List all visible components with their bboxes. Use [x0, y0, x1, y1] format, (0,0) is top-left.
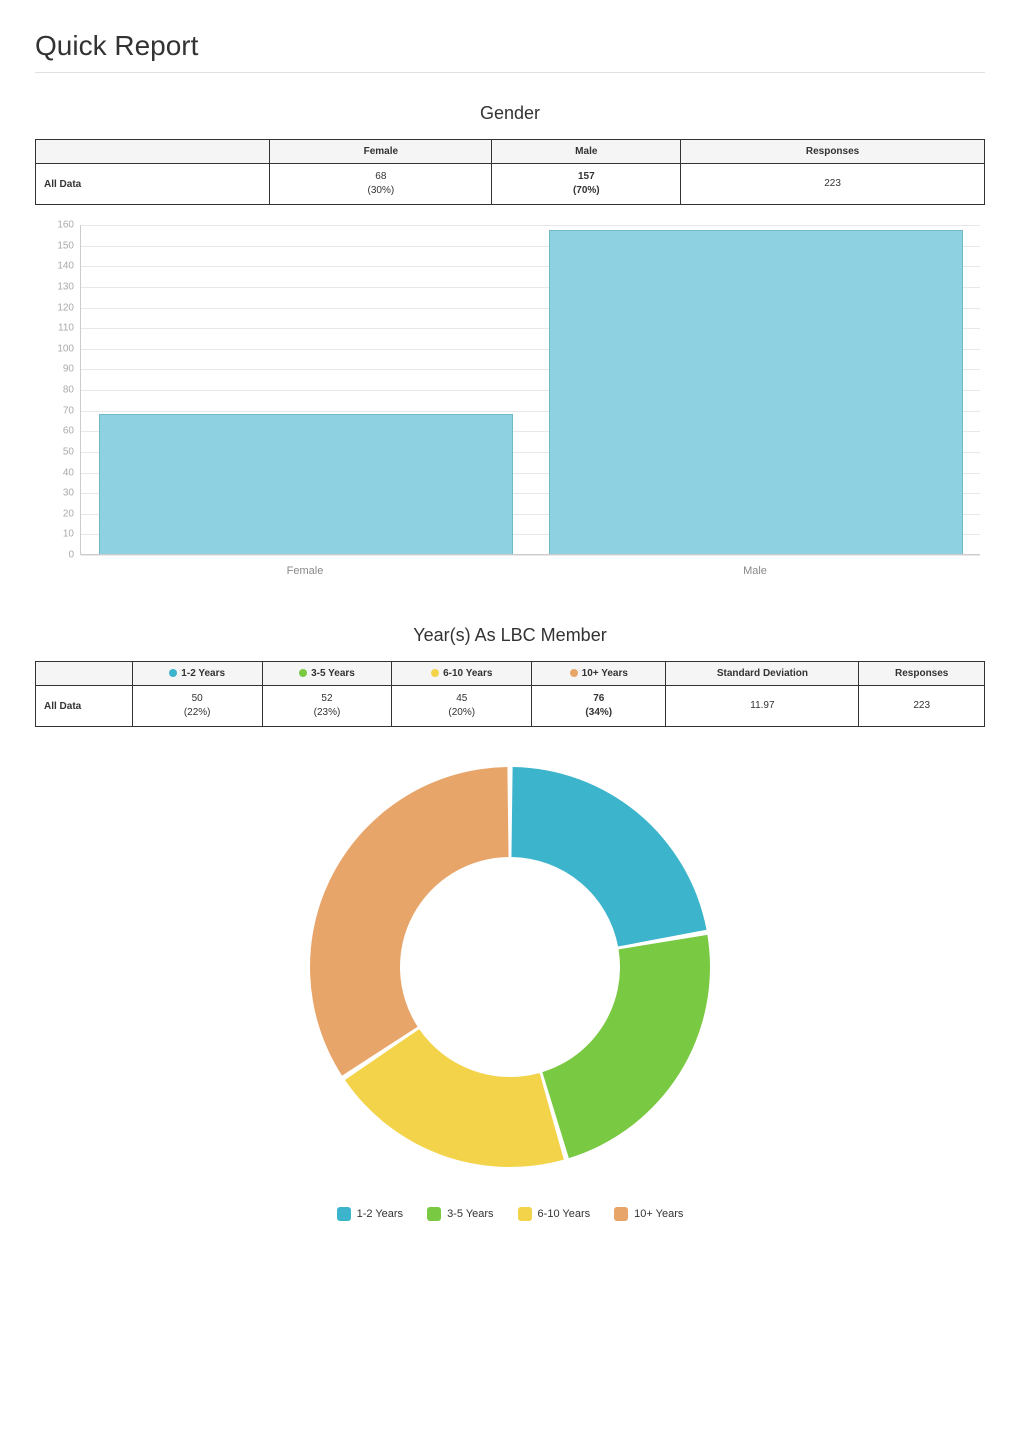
ytick-label: 10 — [40, 529, 74, 540]
table-cell: 68 (30%) — [270, 164, 492, 205]
row-label: All Data — [36, 686, 133, 727]
legend-swatch-icon — [427, 1207, 441, 1221]
table-cell: 76(34%) — [532, 686, 666, 727]
ytick-label: 20 — [40, 508, 74, 519]
table-row: All Data 68 (30%) 157 (70%) 223 — [36, 164, 985, 205]
table-cell: 45(20%) — [392, 686, 532, 727]
table-header: Male — [492, 140, 681, 164]
gender-table: Female Male Responses All Data 68 (30%) … — [35, 139, 985, 205]
legend-dot-icon — [431, 669, 439, 677]
donut-slice — [310, 767, 509, 1076]
table-header: 6-10 Years — [392, 662, 532, 686]
legend-item: 1-2 Years — [337, 1208, 403, 1220]
ytick-label: 60 — [40, 426, 74, 437]
legend-item: 6-10 Years — [518, 1208, 591, 1220]
table-header: Responses — [859, 662, 985, 686]
row-label: All Data — [36, 164, 270, 205]
ytick-label: 160 — [40, 220, 74, 231]
ytick-label: 0 — [40, 550, 74, 561]
table-header: Responses — [681, 140, 985, 164]
gridline — [81, 555, 980, 556]
ytick-label: 30 — [40, 488, 74, 499]
legend-swatch-icon — [614, 1207, 628, 1221]
table-corner — [36, 662, 133, 686]
xtick-label: Male — [743, 565, 767, 577]
table-cell: 50(22%) — [132, 686, 262, 727]
ytick-label: 100 — [40, 343, 74, 354]
ytick-label: 90 — [40, 364, 74, 375]
table-row: All Data 50(22%)52(23%)45(20%)76(34%)11.… — [36, 686, 985, 727]
ytick-label: 110 — [40, 323, 74, 334]
legend-dot-icon — [169, 669, 177, 677]
years-donut-chart: 1-2 Years 3-5 Years 6-10 Years 10+ Years — [35, 747, 985, 1221]
legend-item: 10+ Years — [614, 1208, 683, 1220]
table-header: Female — [270, 140, 492, 164]
legend-swatch-icon — [518, 1207, 532, 1221]
ytick-label: 150 — [40, 240, 74, 251]
gridline — [81, 225, 980, 226]
table-cell: 52(23%) — [262, 686, 392, 727]
donut-slice — [511, 767, 706, 946]
table-cell: 223 — [859, 686, 985, 727]
divider — [35, 72, 985, 73]
table-header: 1-2 Years — [132, 662, 262, 686]
page-title: Quick Report — [35, 30, 985, 62]
legend-swatch-icon — [337, 1207, 351, 1221]
ytick-label: 130 — [40, 281, 74, 292]
donut-legend: 1-2 Years 3-5 Years 6-10 Years 10+ Years — [35, 1207, 985, 1221]
table-cell: 11.97 — [666, 686, 859, 727]
table-header: 3-5 Years — [262, 662, 392, 686]
legend-dot-icon — [570, 669, 578, 677]
xtick-label: Female — [287, 565, 324, 577]
ytick-label: 50 — [40, 446, 74, 457]
ytick-label: 140 — [40, 261, 74, 272]
legend-item: 3-5 Years — [427, 1208, 493, 1220]
ytick-label: 40 — [40, 467, 74, 478]
bar — [99, 414, 513, 554]
gender-section-title: Gender — [35, 103, 985, 124]
table-header: 10+ Years — [532, 662, 666, 686]
ytick-label: 70 — [40, 405, 74, 416]
table-header: Standard Deviation — [666, 662, 859, 686]
years-table: 1-2 Years3-5 Years6-10 Years10+ YearsSta… — [35, 661, 985, 727]
table-corner — [36, 140, 270, 164]
donut-slice — [542, 935, 710, 1158]
legend-dot-icon — [299, 669, 307, 677]
table-cell: 223 — [681, 164, 985, 205]
years-section-title: Year(s) As LBC Member — [35, 625, 985, 646]
ytick-label: 80 — [40, 385, 74, 396]
table-cell: 157 (70%) — [492, 164, 681, 205]
gender-bar-chart: 0102030405060708090100110120130140150160… — [40, 225, 980, 585]
bar — [549, 230, 963, 554]
ytick-label: 120 — [40, 302, 74, 313]
